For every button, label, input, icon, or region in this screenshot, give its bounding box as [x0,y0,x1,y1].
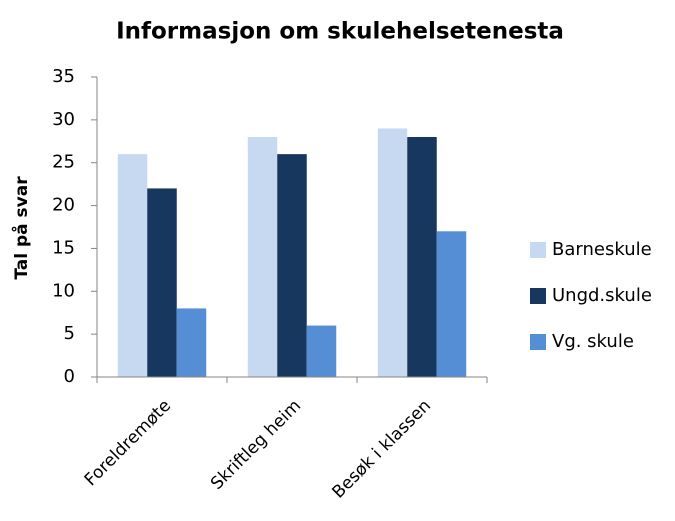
bar [147,188,177,377]
bar [377,128,408,377]
bar [176,308,207,377]
legend-label: Barneskule [552,239,652,260]
bar [407,137,437,377]
bar [117,154,148,377]
legend-label: Ungd.skule [552,285,652,306]
y-tick-label: 35 [52,66,75,87]
chart-title: Informasjon om skulehelsetenesta [116,19,564,45]
y-tick-label: 20 [52,195,75,216]
legend-swatch [530,288,546,304]
x-tick-label: Besøk i klassen [329,396,436,503]
legend-label: Vg. skule [552,331,634,352]
bar [436,231,467,377]
y-tick-label: 0 [64,366,75,387]
x-tick-label: Skriftleg heim [207,396,305,494]
bar [277,154,307,377]
bar [247,137,278,377]
x-tick-label: Foreldremøte [81,396,175,490]
y-axis-label: Tal på svar [10,176,32,280]
legend-swatch [530,242,546,258]
y-tick-label: 25 [52,152,75,173]
y-tick-label: 5 [64,323,75,344]
bar [306,325,337,377]
y-tick-label: 15 [52,237,75,258]
legend-swatch [530,334,546,350]
y-tick-label: 10 [52,280,75,301]
y-tick-label: 30 [52,109,75,130]
